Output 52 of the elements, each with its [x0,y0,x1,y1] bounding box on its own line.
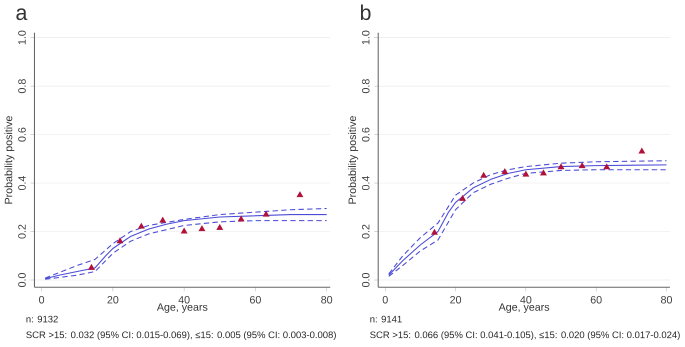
point [540,170,547,176]
y-tick-label: 0.8 [362,79,370,93]
y-tick-label: 0.8 [18,79,26,93]
text: n: 9132 [26,316,58,322]
point [522,170,530,176]
y-tick-label: 1.0 [18,30,26,44]
y-tick-label: 0.2 [362,224,370,238]
x-tick-label: 20 [107,296,118,304]
x-tick-label: 40 [178,296,190,304]
text: n: 9141 [370,316,402,322]
point [578,162,586,168]
y-axis-title: Probability positive [348,116,358,204]
point [238,216,244,222]
text: SCR >15: 0.066 (95% CI: 0.041-0.105), ≤15: 0.020 (95% CI: 0.017-0.024) [370,331,680,340]
x-tick-label: 20 [450,296,462,304]
x-axis-title: Age, years [498,303,550,313]
point [88,264,95,270]
y-tick-label: 0.0 [362,272,370,287]
y-tick-label: 0.4 [362,176,370,190]
point [431,228,438,235]
x-tick-label: 80 [661,296,672,304]
y-tick-label: 0.4 [18,176,26,190]
y-axis-title: Probability positive [4,116,14,204]
point [296,191,304,198]
x-tick-label: 80 [321,296,332,304]
y-tick-label: 0.2 [18,224,26,238]
point [558,163,564,170]
x-axis-title: Age, years [156,303,208,313]
point [459,194,466,201]
point [198,225,206,232]
point [638,148,646,154]
point [138,222,145,229]
point [480,172,487,178]
y-tick-label: 0.6 [362,128,370,142]
point [502,168,508,174]
x-tick-label: 0 [39,296,44,304]
point [159,216,166,223]
point [262,210,270,216]
point [216,224,224,230]
point [116,237,124,244]
y-tick-label: 1.0 [362,30,370,44]
x-tick-label: 40 [520,296,532,304]
x-tick-label: 0 [382,296,388,304]
point [180,228,188,234]
point [603,163,610,170]
chart-title: b [360,4,371,20]
x-tick-label: 60 [250,296,261,304]
chart-title: a [16,8,28,20]
y-tick-label: 0.6 [18,128,26,142]
text: SCR >15: 0.032 (95% CI: 0.015-0.069), ≤15: 0.005 (95% CI: 0.003-0.008) [26,331,336,340]
y-tick-label: 0.0 [18,272,26,287]
x-tick-label: 60 [590,296,602,304]
